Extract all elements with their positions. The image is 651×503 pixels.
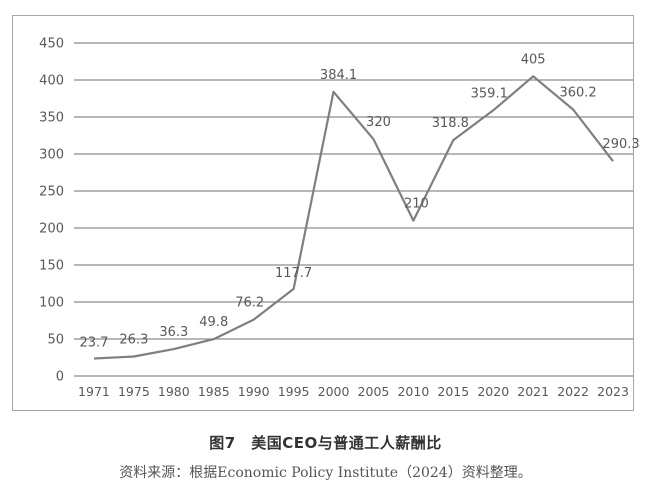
x-tick-label: 1985 [198,384,230,399]
figure-title: 图7 美国CEO与普通工人薪酬比 [209,434,442,452]
data-label: 384.1 [320,68,357,83]
y-tick-label: 400 [39,74,64,89]
data-label: 26.3 [119,333,148,348]
y-tick-label: 150 [39,259,64,274]
chart-frame [12,15,634,411]
data-label: 36.3 [159,325,188,340]
data-label: 360.2 [559,85,596,100]
x-tick-label: 2015 [437,384,469,399]
x-tick-label: 2022 [557,384,589,399]
x-tick-label: 1995 [278,384,310,399]
x-tick-label: 2000 [318,384,350,399]
data-label: 320 [366,115,391,130]
y-tick-label: 50 [47,333,64,348]
data-label: 117.7 [275,266,312,281]
x-tick-label: 1975 [118,384,150,399]
data-label: 76.2 [235,296,264,311]
series-line [93,75,614,360]
data-label: 290.3 [602,137,639,152]
figure-source: 资料来源：根据Economic Policy Institute（2024）资料… [119,465,532,481]
data-label: 318.8 [432,116,469,131]
y-tick-label: 0 [56,370,64,385]
data-label: 359.1 [471,86,508,101]
y-tick-label: 300 [39,148,64,163]
y-tick-label: 200 [39,222,64,237]
y-tick-label: 250 [39,185,64,200]
x-tick-label: 1980 [158,384,190,399]
x-tick-label: 2010 [397,384,429,399]
y-tick-label: 350 [39,111,64,126]
data-label: 405 [521,52,546,67]
line-chart: 0 50 100 150 200 250 300 350 400 450 1971 1975 1980 1… [39,37,639,400]
x-tick-label: 2021 [517,384,549,399]
y-tick-label: 450 [39,37,64,52]
x-tick-label: 2023 [597,384,629,399]
y-tick-label: 100 [39,296,64,311]
data-label: 23.7 [79,335,108,350]
x-tick-label: 2005 [358,384,390,399]
x-tick-label: 1990 [238,384,270,399]
x-tick-label: 1971 [78,384,110,399]
data-label: 210 [404,197,429,212]
data-label: 49.8 [199,315,228,330]
x-tick-label: 2020 [477,384,509,399]
